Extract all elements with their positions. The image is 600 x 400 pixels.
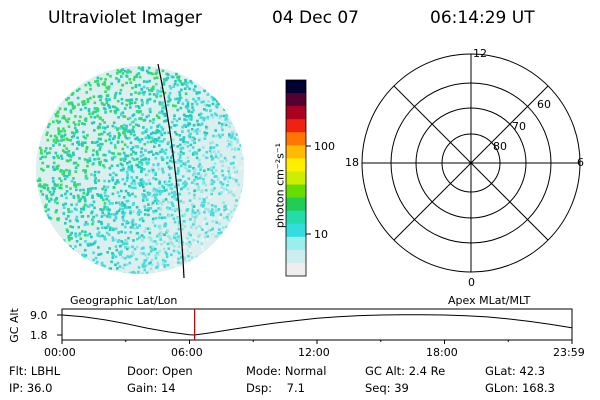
footer-filter: Flt: LBHL — [9, 364, 61, 378]
footer-dsp: Dsp: 7.1 — [246, 381, 305, 395]
timeline-x-tick-12: 12:00 — [298, 346, 330, 359]
colorbar-band — [286, 223, 306, 238]
timeline-right-label: Apex MLat/MLT — [448, 294, 531, 307]
colorbar-band — [286, 197, 306, 212]
footer-seq: Seq: 39 — [365, 381, 409, 395]
timeline-x-tick-18: 18:00 — [426, 346, 458, 359]
timeline-x-tick-2359: 23:59 — [553, 346, 585, 359]
lat-label-60: 60 — [537, 98, 551, 111]
lat-label-80: 80 — [493, 140, 507, 153]
footer-gc-alt: GC Alt: 2.4 Re — [365, 364, 446, 378]
colorbar-band — [286, 93, 306, 107]
polar-plot — [361, 53, 581, 273]
timeline-y-tick-9: 9.0 — [30, 309, 48, 322]
timeline-axis-title: GC Alt — [7, 308, 21, 343]
footer-ip: IP: 36.0 — [9, 381, 53, 395]
timeline-left-label: Geographic Lat/Lon — [70, 294, 178, 307]
terminator-line — [157, 63, 185, 279]
colorbar-band — [286, 106, 306, 120]
mlt-label-0: 0 — [468, 276, 475, 289]
instrument-title: Ultraviolet Imager — [48, 8, 202, 28]
altitude-curve — [61, 314, 572, 336]
footer-gain: Gain: 14 — [127, 381, 176, 395]
colorbar-tick-10: 10 — [314, 228, 328, 241]
colorbar-band — [286, 171, 306, 186]
colorbar-band — [286, 145, 306, 159]
mlt-label-6: 6 — [577, 156, 584, 169]
colorbar-band — [286, 80, 306, 94]
header-date: 04 Dec 07 — [272, 8, 359, 28]
colorbar-band — [286, 158, 306, 172]
footer-mode: Mode: Normal — [246, 364, 327, 378]
uv-image-disk — [36, 63, 244, 279]
colorbar-band — [286, 184, 306, 199]
colorbar-band — [286, 210, 306, 225]
timeline-frame — [61, 308, 573, 341]
colorbar-band — [286, 119, 306, 133]
mlt-label-12: 12 — [473, 47, 487, 60]
colorbar-band — [286, 249, 306, 264]
colorbar-tick-100: 100 — [314, 140, 335, 153]
timeline-x-tick-06: 06:00 — [171, 346, 203, 359]
colorbar — [286, 80, 306, 277]
header-time: 06:14:29 UT — [430, 8, 535, 28]
footer-door: Door: Open — [127, 364, 193, 378]
mlt-label-18: 18 — [345, 156, 359, 169]
footer-glat: GLat: 42.3 — [485, 364, 546, 378]
lat-label-70: 70 — [512, 120, 526, 133]
colorbar-band — [286, 132, 306, 146]
colorbar-unit-label: photon cm⁻²s⁻¹ — [273, 142, 287, 229]
timeline-y-tick-1-8: 1.8 — [30, 329, 48, 342]
colorbar-band — [286, 236, 306, 251]
timeline-x-ticks — [61, 340, 573, 344]
colorbar-band — [286, 262, 306, 277]
timeline-x-tick-00: 00:00 — [44, 346, 76, 359]
footer-glon: GLon: 168.3 — [485, 381, 555, 395]
